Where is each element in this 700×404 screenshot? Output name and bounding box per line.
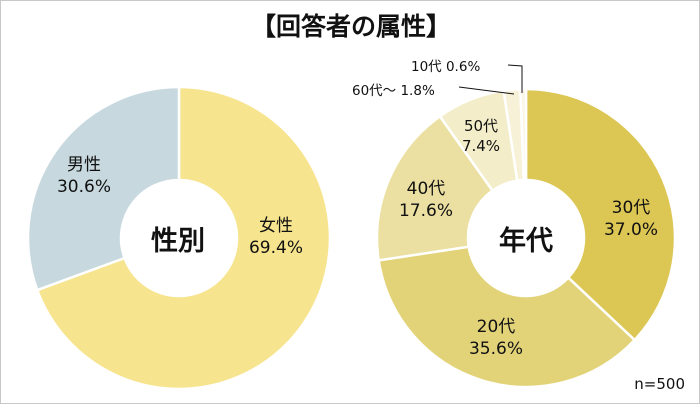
- age-50-pct: 7.4%: [461, 137, 501, 155]
- age-slice: [377, 245, 637, 389]
- gender-slice: [26, 85, 181, 292]
- age-30-pct: 37.0%: [603, 220, 658, 240]
- age-50-name: 50代: [463, 117, 499, 135]
- age-40-label: 40代 17.6%: [386, 178, 466, 222]
- age-30-name: 30代: [611, 198, 651, 218]
- gender-center-label: 性別: [151, 226, 205, 257]
- chart-title: 【回答者の属性】: [250, 12, 451, 41]
- sample-size: n=500: [634, 375, 685, 393]
- age-20-pct: 35.6%: [468, 339, 523, 359]
- age-center-label: 年代: [499, 226, 553, 257]
- age-20-label: 20代 35.6%: [456, 316, 536, 360]
- gender-slice: [35, 85, 332, 391]
- age-10-label: 10代 0.6%: [411, 59, 481, 75]
- age-30-label: 30代 37.0%: [591, 197, 671, 241]
- male-pct: 30.6%: [56, 177, 111, 197]
- age-50-label: 50代 7.4%: [451, 116, 511, 156]
- age-40-name: 40代: [406, 179, 446, 199]
- age-slice: [524, 87, 677, 342]
- leader-line: [507, 64, 523, 93]
- leader-line: [458, 86, 515, 95]
- age-20-name: 20代: [476, 317, 516, 337]
- male-name: 男性: [67, 155, 101, 175]
- age-60-label: 60代～ 1.8%: [352, 83, 435, 99]
- age-slice: [375, 114, 495, 262]
- gender-female-label: 女性 69.4%: [231, 215, 321, 259]
- female-pct: 69.4%: [248, 238, 303, 258]
- age-40-pct: 17.6%: [398, 201, 453, 221]
- female-name: 女性: [259, 216, 293, 236]
- gender-male-label: 男性 30.6%: [49, 154, 119, 198]
